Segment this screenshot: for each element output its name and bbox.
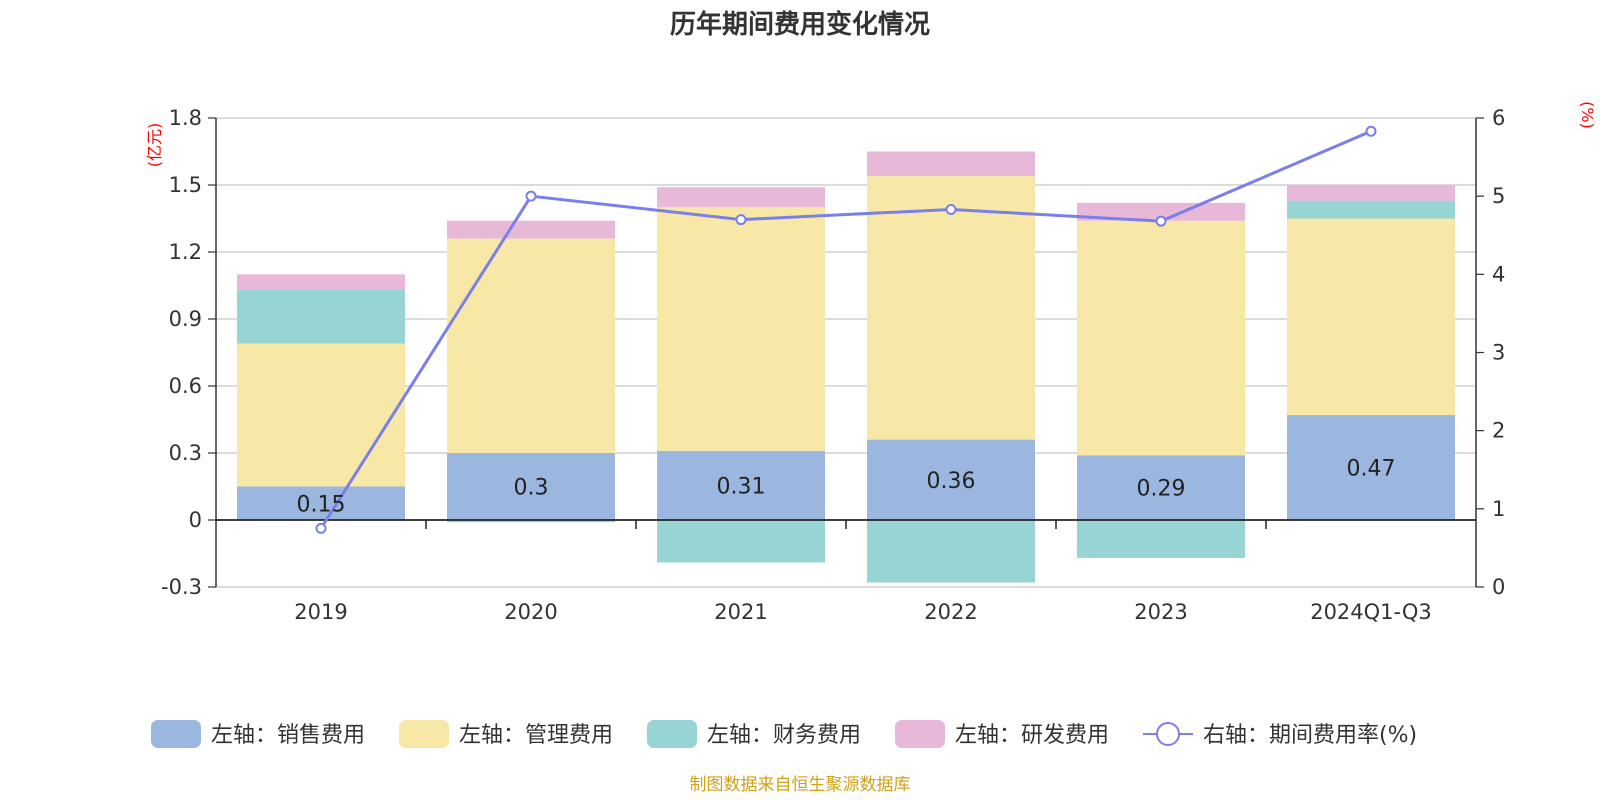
bar-segment [447,220,615,239]
legend-swatch [151,720,201,748]
data-label: 0.31 [717,474,766,499]
bar-segment [447,453,615,520]
right-tick-label: 1 [1492,497,1505,521]
category-label: 2022 [924,600,977,624]
left-tick-label: 0.9 [169,307,202,331]
bar-segment [1077,202,1245,221]
bar-segment [1287,218,1455,416]
left-axis-ticks: -0.3 0 0.3 0.6 0.9 1.2 1.5 1.8 [161,106,216,599]
legend-swatch [399,720,449,748]
data-label: 0.47 [1347,457,1396,482]
data-label: 0.15 [297,492,346,517]
bar-segment [1287,415,1455,520]
bar-segment [237,486,405,520]
rate-point [945,203,957,215]
bar-segment [237,274,405,290]
bar-segment [1287,185,1455,201]
bar-segment [237,289,405,344]
rate-point [315,522,327,534]
bar-segment [867,439,1035,520]
left-tick-label: 0 [189,508,202,532]
bar-segment [657,187,825,208]
bar-segment [1077,455,1245,520]
left-tick-label: 0.6 [169,374,202,398]
bar-segment [447,238,615,453]
source-note: 制图数据来自恒生聚源数据库 [690,775,911,795]
bar-segment [1287,200,1455,219]
category-labels: 2019 2020 2021 2022 2023 2024Q1-Q3 [294,600,1432,624]
left-tick-label: 1.5 [169,173,202,197]
rate-point [1155,215,1167,227]
rate-line [319,129,1372,530]
rate-point [735,214,747,226]
legend-label: 左轴：管理费用 [459,723,613,748]
left-tick-label: 1.8 [169,106,202,130]
right-axis-unit: (%) [1578,101,1597,129]
bar-segment [237,343,405,487]
data-label: 0.3 [514,476,549,501]
gridlines [216,117,1476,588]
right-tick-label: 4 [1492,262,1505,286]
bar-segment [867,151,1035,177]
bar-segment [1077,520,1245,558]
right-tick-label: 3 [1492,341,1505,365]
right-tick-label: 6 [1492,106,1505,130]
bar-segment [657,450,825,520]
bar-series [237,151,1455,583]
rate-point [525,190,537,202]
legend-label: 右轴：期间费用率(%) [1203,723,1417,748]
data-label: 0.36 [927,469,976,494]
bar-segment [1077,220,1245,456]
data-label: 0.29 [1137,477,1186,502]
axes [215,118,1477,587]
legend-swatch [895,720,945,748]
category-label: 2019 [294,600,347,624]
category-label: 2021 [714,600,767,624]
bar-segment [867,520,1035,583]
bar-segment [867,176,1035,440]
left-tick-label: 0.3 [169,441,202,465]
legend-line-marker [1156,722,1180,746]
left-tick-label: 1.2 [169,240,202,264]
right-tick-label: 2 [1492,419,1505,443]
category-label: 2020 [504,600,557,624]
category-label: 2024Q1-Q3 [1310,600,1432,624]
bar-segment [657,520,825,563]
legend-label: 左轴：销售费用 [211,723,365,748]
legend-swatch [647,720,697,748]
left-tick-label: -0.3 [161,575,202,599]
right-axis-ticks: 0 1 2 3 4 5 6 [1476,106,1505,599]
bar-segment [447,520,615,523]
right-tick-label: 5 [1492,184,1505,208]
bar-segment [657,207,825,451]
right-tick-label: 0 [1492,575,1505,599]
rate-point [1365,125,1377,137]
legend-label: 左轴：财务费用 [707,723,861,748]
legend: 左轴：销售费用 左轴：管理费用 左轴：财务费用 左轴：研发费用 右轴：期间费用率(%) [151,720,1417,748]
chart-title: 历年期间费用变化情况 [670,9,930,40]
legend-label: 左轴：研发费用 [955,723,1109,748]
rate-line-series [315,125,1377,534]
category-label: 2023 [1134,600,1187,624]
data-labels: 0.15 0.3 0.31 0.36 0.29 0.47 [297,457,1396,518]
left-axis-unit: (亿元) [145,123,164,168]
